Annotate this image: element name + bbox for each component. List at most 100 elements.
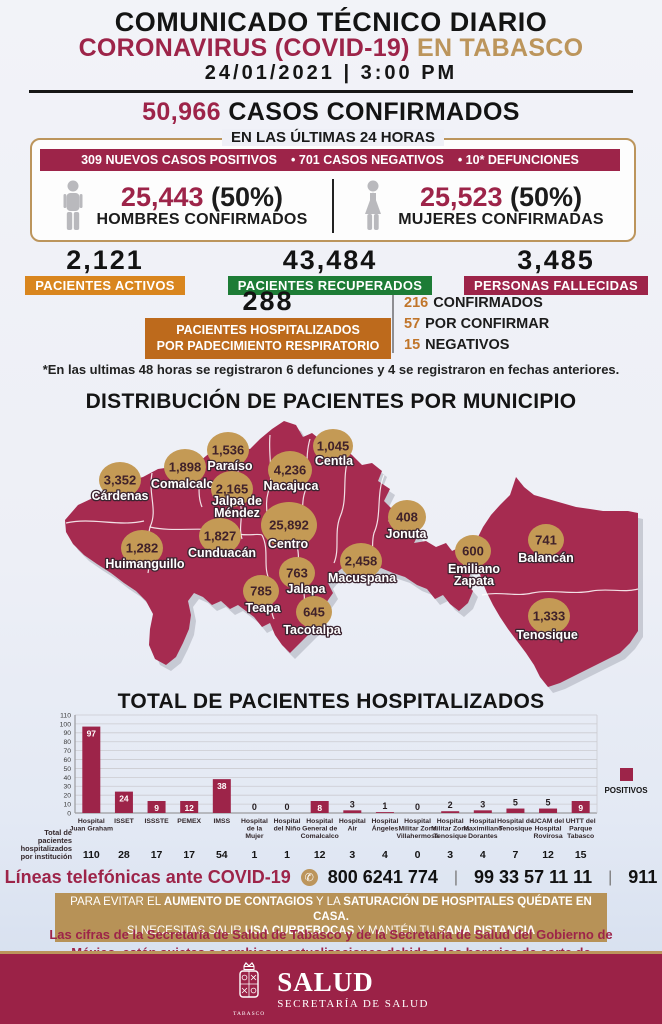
municipality-name: Cunduacán xyxy=(188,546,256,560)
men-pct: (50%) xyxy=(203,181,284,212)
municipality-name: Méndez xyxy=(214,506,260,520)
bar-value: 3 xyxy=(480,799,485,809)
total-value: 7 xyxy=(513,849,519,861)
crest-icon xyxy=(239,961,259,998)
category-label: Hospital xyxy=(372,818,399,825)
total-value: 3 xyxy=(349,849,355,861)
category-label: Hospital de xyxy=(497,818,534,825)
municipality-name: Zapata xyxy=(454,574,495,588)
municipality-name: Centro xyxy=(268,537,309,551)
strip-deaths: • 10* DEFUNCIONES xyxy=(457,153,579,167)
municipality-name: Emiliano xyxy=(448,562,500,576)
legend-label: POSITIVOS xyxy=(604,786,648,795)
page-title: COMUNICADO TÉCNICO DIARIO xyxy=(114,7,548,37)
municipality-name: Balancán xyxy=(518,551,574,565)
category-label: Tenosique xyxy=(433,833,467,840)
deceased-persons-stat: 3,485 PERSONAS FALLECIDAS xyxy=(450,247,662,295)
municipality-marker: 408 Jonuta xyxy=(384,500,429,542)
y-axis-tick: 60 xyxy=(63,757,71,764)
deceased-label: PERSONAS FALLECIDAS xyxy=(464,276,648,295)
bar xyxy=(571,801,590,813)
municipality-count: 1,282 xyxy=(126,541,159,556)
totals-row-label: por institución xyxy=(21,852,73,861)
municipality-marker: 25,892 Centro xyxy=(261,502,317,552)
bar-value: 5 xyxy=(546,798,551,808)
municipality-count: 408 xyxy=(396,510,418,525)
female-icon xyxy=(365,180,382,230)
subtitle-tabasco: EN TABASCO xyxy=(409,34,584,62)
totals-row-label: hospitalizados xyxy=(21,844,72,853)
date-separator: | xyxy=(343,62,353,84)
y-axis-tick: 20 xyxy=(63,793,71,800)
bar-value: 9 xyxy=(154,803,159,813)
total-value: 17 xyxy=(151,849,163,861)
recovered-label: PACIENTES RECUPERADOS xyxy=(227,276,433,295)
recovered-patients-stat: 43,484 PACIENTES RECUPERADOS xyxy=(210,247,450,295)
tabasco-crest-logo: TABASCO xyxy=(233,961,266,1017)
bar-value: 2 xyxy=(448,800,453,810)
bar xyxy=(343,810,362,813)
phone-number-911: 911 xyxy=(628,867,658,887)
bar xyxy=(506,808,525,813)
category-label: Militar Zona xyxy=(431,825,469,832)
category-label: Hospital xyxy=(404,818,431,825)
bar-value: 3 xyxy=(350,799,355,809)
total-value: 12 xyxy=(542,849,554,861)
y-axis-tick: 70 xyxy=(63,748,71,755)
total-value: 28 xyxy=(118,849,130,861)
bar-group: 12 PEMEX 17 xyxy=(177,801,202,861)
total-value: 110 xyxy=(83,849,100,861)
header-divider xyxy=(29,90,633,93)
crest-caption: TABASCO xyxy=(233,1010,266,1017)
bar xyxy=(441,811,460,813)
category-label: de la xyxy=(247,825,263,832)
category-label: Militar Zona xyxy=(398,825,436,832)
municipality-marker: 741 Balancán xyxy=(517,524,575,566)
total-value: 1 xyxy=(252,849,258,861)
bar-value: 0 xyxy=(252,802,257,812)
category-label: Hospital xyxy=(535,825,562,832)
municipality-name: Jalpa de xyxy=(212,494,262,508)
chart-title: TOTAL DE PACIENTES HOSPITALIZADOS xyxy=(117,690,545,713)
municipality-name: Centla xyxy=(315,454,354,468)
footer-org-name: SALUD xyxy=(277,966,374,997)
bar-value: 38 xyxy=(217,781,227,791)
bar xyxy=(473,810,492,813)
recovered-count: 43,484 xyxy=(282,245,378,275)
hospitalized-label: PACIENTES HOSPITALIZADOS POR PADECIMIENT… xyxy=(144,318,392,359)
bar-value: 8 xyxy=(317,803,322,813)
banner-line-2: SI NECESITAS SALIR USA CUBREBOCAS Y MANT… xyxy=(126,925,536,937)
category-label: Tabasco xyxy=(567,833,594,840)
category-label: PEMEX xyxy=(177,818,201,825)
bar-value: 1 xyxy=(382,801,387,811)
y-axis-tick: 40 xyxy=(63,775,71,782)
municipality-name: Tenosique xyxy=(516,628,578,642)
category-label: UHTT del xyxy=(566,818,596,825)
new-cases-strip: 309 NUEVOS CASOS POSITIVOS • 701 CASOS N… xyxy=(40,149,620,171)
breakdown-pending: 57 POR CONFIRMAR xyxy=(404,316,550,332)
hospitalized-stat: 288 PACIENTES HOSPITALIZADOS POR PADECIM… xyxy=(128,286,408,359)
total-value: 1 xyxy=(284,849,290,861)
women-stat: 25,523 (50%) MUJERES CONFIRMADAS xyxy=(334,176,630,236)
strip-negatives: • 701 CASOS NEGATIVOS xyxy=(291,153,444,167)
municipality-count: 785 xyxy=(250,584,272,599)
category-label: Villahermosa xyxy=(396,833,438,840)
gender-stats: 25,443 (50%) HOMBRES CONFIRMADOS 25,523 … xyxy=(36,176,630,236)
hospitalized-count: 288 xyxy=(242,286,294,316)
bar xyxy=(82,726,101,813)
municipality-count: 1,536 xyxy=(212,443,245,458)
confirmed-number: 50,966 xyxy=(142,98,221,126)
